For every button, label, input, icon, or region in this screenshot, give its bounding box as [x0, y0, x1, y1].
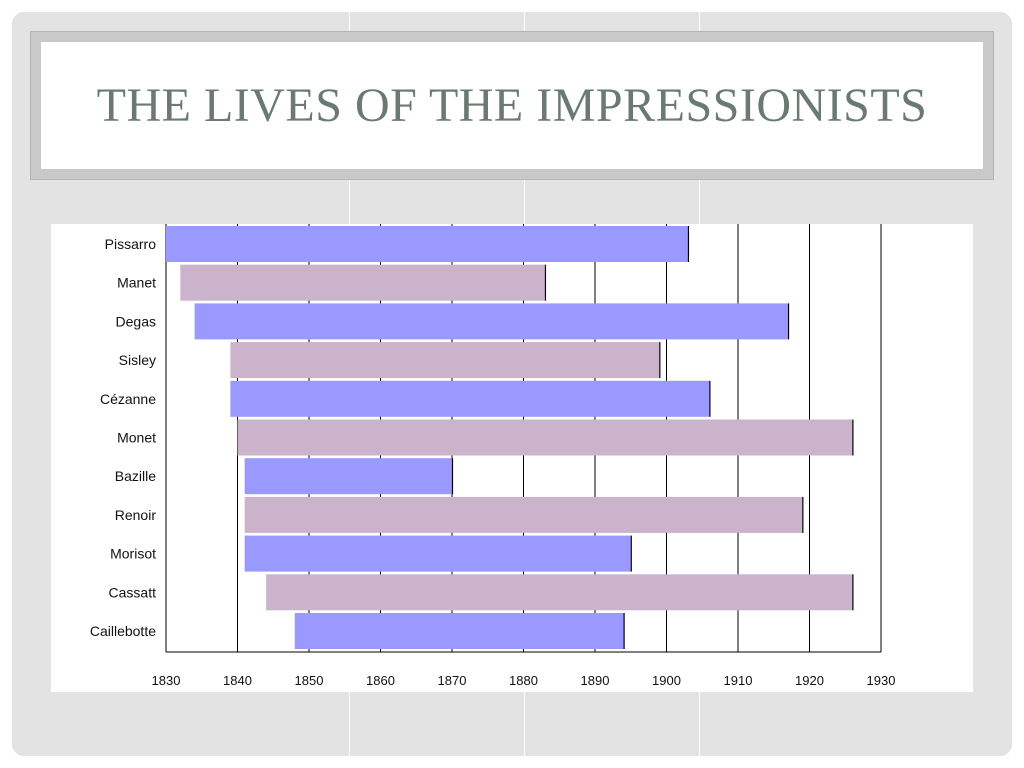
x-tick-label: 1930: [867, 673, 896, 688]
timeline-bar: [230, 342, 660, 379]
x-tick-label: 1840: [223, 673, 252, 688]
x-tick-label: 1910: [724, 673, 753, 688]
timeline-bar: [244, 458, 452, 495]
timeline-bar: [237, 419, 853, 456]
x-tick-label: 1870: [438, 673, 467, 688]
timeline-bar: [244, 535, 631, 572]
painter-label: Sisley: [119, 352, 156, 368]
timeline-bar: [230, 380, 710, 417]
x-tick-label: 1900: [652, 673, 681, 688]
painter-label: Renoir: [115, 507, 157, 523]
timeline-bar: [194, 303, 789, 340]
x-tick-label: 1860: [366, 673, 395, 688]
painter-label: Monet: [117, 430, 156, 446]
x-tick-label: 1920: [795, 673, 824, 688]
x-tick-label: 1890: [581, 673, 610, 688]
timeline-bar: [294, 613, 624, 649]
x-tick-label: 1850: [295, 673, 324, 688]
x-tick-label: 1830: [152, 673, 181, 688]
timeline-bar: [166, 226, 688, 262]
timeline-chart: 1830 1840 1850 1860 1870 1880 1890 1900 1910 1920…: [90, 224, 896, 688]
timeline-bar: [266, 574, 853, 611]
title-box: THE LIVES OF THE IMPRESSIONISTS: [41, 42, 983, 169]
chart-panel: 1830 1840 1850 1860 1870 1880 1890 1900 1910 1920…: [51, 224, 973, 692]
painter-label: Cézanne: [100, 391, 156, 407]
painter-label: Bazille: [115, 468, 156, 484]
slide-title: THE LIVES OF THE IMPRESSIONISTS: [96, 79, 928, 132]
painter-label: Manet: [117, 275, 156, 291]
painter-label: Degas: [116, 313, 156, 329]
timeline-bar: [180, 264, 545, 301]
title-frame: THE LIVES OF THE IMPRESSIONISTS: [30, 31, 994, 180]
x-tick-label: 1880: [509, 673, 538, 688]
timeline-bar: [244, 496, 803, 533]
painter-label: Morisot: [110, 546, 156, 562]
painter-label: Pissarro: [105, 236, 157, 252]
painter-label: Caillebotte: [90, 623, 156, 639]
painter-label: Cassatt: [109, 584, 157, 600]
